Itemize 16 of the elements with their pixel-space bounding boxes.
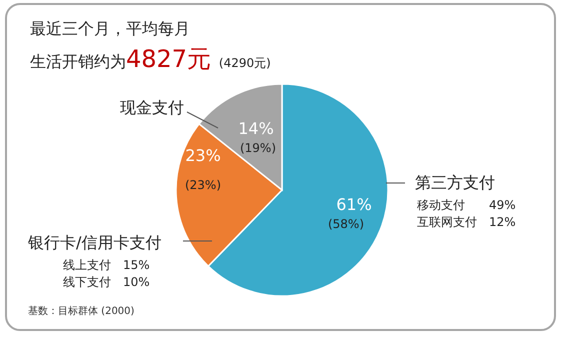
slice-label: 现金支付 bbox=[120, 98, 184, 117]
text: 线上支付 15% bbox=[63, 258, 150, 272]
text: 移动支付 49% bbox=[417, 198, 516, 212]
data-label: 23% bbox=[185, 146, 221, 165]
chart-subtitle: 生活开销约为4827元 (4290元) bbox=[30, 45, 271, 73]
slice-label: 第三方支付 bbox=[415, 173, 495, 192]
chart-title: 最近三个月，平均每月 bbox=[30, 19, 190, 38]
data-label: 61% bbox=[336, 195, 372, 214]
text: 线下支付 10% bbox=[63, 275, 150, 289]
text: (23%) bbox=[184, 178, 222, 192]
slice-label: 银行卡/信用卡支付 bbox=[27, 233, 162, 252]
text: (58%) bbox=[328, 217, 364, 231]
text: 基数：目标群体 (2000) bbox=[28, 305, 135, 317]
text: (19%) bbox=[240, 141, 276, 155]
text: 互联网支付 12% bbox=[417, 215, 516, 229]
data-label: 14% bbox=[238, 119, 274, 138]
